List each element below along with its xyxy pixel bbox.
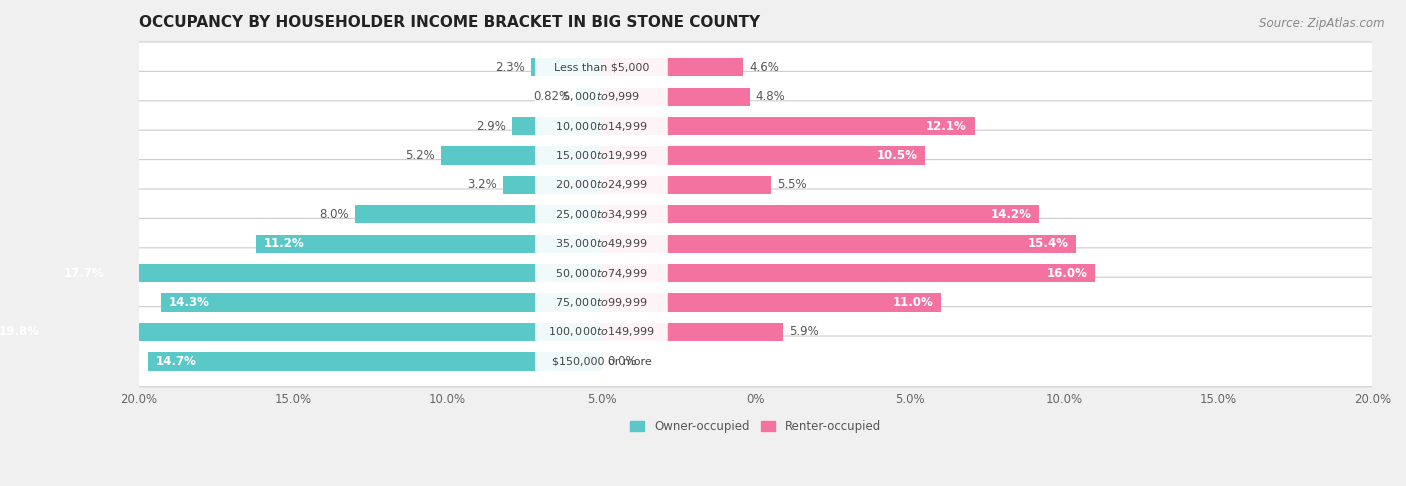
- FancyBboxPatch shape: [128, 218, 1384, 269]
- Text: 11.0%: 11.0%: [893, 296, 934, 309]
- Text: $25,000 to $34,999: $25,000 to $34,999: [555, 208, 648, 221]
- Text: 8.0%: 8.0%: [319, 208, 349, 221]
- FancyBboxPatch shape: [128, 336, 1384, 387]
- Bar: [512, 117, 602, 135]
- FancyBboxPatch shape: [536, 349, 668, 374]
- Bar: [576, 87, 602, 106]
- Bar: [602, 176, 770, 194]
- Text: 14.2%: 14.2%: [991, 208, 1032, 221]
- Text: Less than $5,000: Less than $5,000: [554, 62, 650, 72]
- Bar: [0, 323, 602, 341]
- Bar: [602, 117, 974, 135]
- Text: Source: ZipAtlas.com: Source: ZipAtlas.com: [1260, 17, 1385, 30]
- FancyBboxPatch shape: [128, 42, 1384, 93]
- Bar: [256, 235, 602, 253]
- FancyBboxPatch shape: [128, 277, 1384, 328]
- Legend: Owner-occupied, Renter-occupied: Owner-occupied, Renter-occupied: [626, 415, 886, 437]
- Bar: [602, 146, 925, 165]
- FancyBboxPatch shape: [128, 130, 1384, 181]
- Text: $150,000 or more: $150,000 or more: [551, 356, 651, 366]
- Text: 14.3%: 14.3%: [169, 296, 209, 309]
- Text: 17.7%: 17.7%: [63, 267, 104, 279]
- Text: $15,000 to $19,999: $15,000 to $19,999: [555, 149, 648, 162]
- FancyBboxPatch shape: [536, 231, 668, 256]
- Bar: [530, 58, 602, 76]
- Bar: [602, 294, 941, 312]
- FancyBboxPatch shape: [536, 85, 668, 109]
- Text: $5,000 to $9,999: $5,000 to $9,999: [562, 90, 641, 103]
- Text: 0.82%: 0.82%: [533, 90, 569, 103]
- Text: $20,000 to $24,999: $20,000 to $24,999: [555, 178, 648, 191]
- Text: 5.9%: 5.9%: [790, 326, 820, 338]
- FancyBboxPatch shape: [536, 173, 668, 197]
- Text: $35,000 to $49,999: $35,000 to $49,999: [555, 237, 648, 250]
- Bar: [602, 205, 1039, 224]
- Bar: [354, 205, 602, 224]
- Text: OCCUPANCY BY HOUSEHOLDER INCOME BRACKET IN BIG STONE COUNTY: OCCUPANCY BY HOUSEHOLDER INCOME BRACKET …: [139, 15, 761, 30]
- Text: 14.7%: 14.7%: [156, 355, 197, 368]
- FancyBboxPatch shape: [128, 248, 1384, 298]
- FancyBboxPatch shape: [128, 159, 1384, 210]
- FancyBboxPatch shape: [128, 71, 1384, 122]
- FancyBboxPatch shape: [536, 55, 668, 80]
- Text: $50,000 to $74,999: $50,000 to $74,999: [555, 267, 648, 279]
- Text: 11.2%: 11.2%: [264, 237, 305, 250]
- Text: 3.2%: 3.2%: [467, 178, 496, 191]
- Bar: [503, 176, 602, 194]
- FancyBboxPatch shape: [536, 114, 668, 139]
- Bar: [602, 87, 749, 106]
- Bar: [441, 146, 602, 165]
- Bar: [160, 294, 602, 312]
- Text: 19.8%: 19.8%: [0, 326, 39, 338]
- FancyBboxPatch shape: [536, 143, 668, 168]
- Text: 2.3%: 2.3%: [495, 61, 524, 74]
- FancyBboxPatch shape: [536, 320, 668, 345]
- Text: 5.2%: 5.2%: [405, 149, 434, 162]
- Text: $10,000 to $14,999: $10,000 to $14,999: [555, 120, 648, 133]
- Text: 16.0%: 16.0%: [1046, 267, 1087, 279]
- Text: 0.0%: 0.0%: [607, 355, 637, 368]
- Bar: [602, 235, 1077, 253]
- FancyBboxPatch shape: [536, 261, 668, 286]
- Text: 4.8%: 4.8%: [755, 90, 786, 103]
- Text: 12.1%: 12.1%: [927, 120, 967, 133]
- FancyBboxPatch shape: [536, 202, 668, 227]
- Bar: [602, 264, 1095, 282]
- Text: 15.4%: 15.4%: [1028, 237, 1069, 250]
- FancyBboxPatch shape: [536, 290, 668, 315]
- Text: $100,000 to $149,999: $100,000 to $149,999: [548, 326, 655, 338]
- Bar: [602, 58, 744, 76]
- Bar: [56, 264, 602, 282]
- Bar: [148, 352, 602, 370]
- FancyBboxPatch shape: [128, 189, 1384, 240]
- Text: 5.5%: 5.5%: [778, 178, 807, 191]
- Text: 4.6%: 4.6%: [749, 61, 779, 74]
- Text: 2.9%: 2.9%: [477, 120, 506, 133]
- FancyBboxPatch shape: [128, 101, 1384, 152]
- Text: $75,000 to $99,999: $75,000 to $99,999: [555, 296, 648, 309]
- Text: 10.5%: 10.5%: [877, 149, 918, 162]
- FancyBboxPatch shape: [128, 307, 1384, 357]
- Bar: [602, 323, 783, 341]
